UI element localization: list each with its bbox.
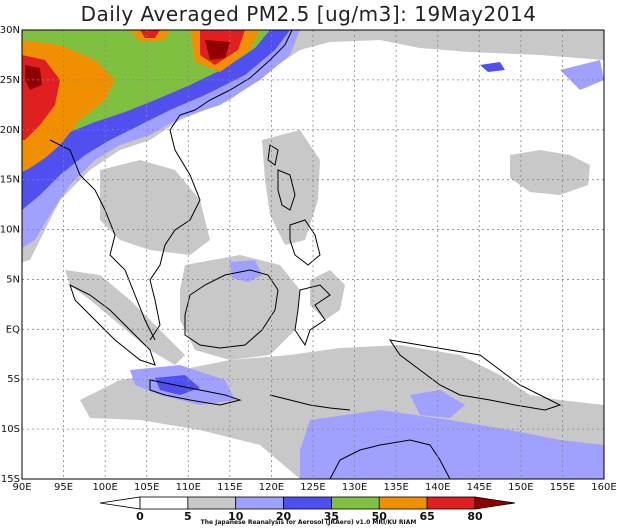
lon-tick-label: 115E xyxy=(217,482,242,493)
coast-sumatra xyxy=(69,284,156,366)
latitude-labels: 30N 25N 20N 15N 10N 5N EQ 5S 10S 15S xyxy=(0,25,20,485)
colorbar-bin xyxy=(426,496,476,510)
darkred-patch-1 xyxy=(25,65,42,90)
lon-tick-label: 155E xyxy=(550,482,575,493)
colorbar-bin xyxy=(331,496,380,510)
lightblue-region-south-1 xyxy=(300,410,604,479)
plot-frame xyxy=(21,29,605,480)
colorbar-level-label: 20 xyxy=(276,510,292,523)
coast-borneo xyxy=(184,269,279,349)
lon-tick-label: 145E xyxy=(467,482,492,493)
darkred-patch-2 xyxy=(205,40,230,60)
colorbar-level-label: 10 xyxy=(228,510,244,523)
gray-region-borneo xyxy=(180,255,300,360)
lat-tick-label: 25N xyxy=(0,75,20,86)
coast-new-guinea xyxy=(388,339,562,411)
colorbar-level-label: 35 xyxy=(324,510,339,523)
lon-tick-label: 90E xyxy=(12,482,31,493)
longitude-labels: 90E 95E 100E 105E 110E 115E 120E 125E 130E 135E 14… xyxy=(12,482,616,493)
gray-region-pacific-east xyxy=(510,150,590,195)
lon-tick-label: 130E xyxy=(342,482,367,493)
lightblue-patch-east xyxy=(560,60,604,90)
colorbar-level-label: 5 xyxy=(184,510,192,523)
coast-asia-mainland xyxy=(49,30,293,341)
red-patch-north xyxy=(140,30,160,38)
coast-lesser-sunda xyxy=(269,394,351,411)
colorbar: 0 5 10 20 35 50 65 80 xyxy=(99,496,516,523)
colorbar-level-label: 65 xyxy=(419,510,434,523)
lon-tick-label: 105E xyxy=(134,482,159,493)
pm25-field xyxy=(22,30,604,479)
lon-tick-label: 150E xyxy=(508,482,533,493)
gray-region-indochina xyxy=(100,160,210,255)
coastlines xyxy=(49,30,562,479)
colorbar-low-triangle xyxy=(99,496,141,510)
lat-tick-label: 20N xyxy=(0,125,20,136)
lat-tick-label: 5S xyxy=(7,374,20,385)
lat-tick-label: EQ xyxy=(6,324,20,335)
map-title: Daily Averaged PM2.5 [ug/m3]: 19May2014 xyxy=(80,2,537,26)
lon-tick-label: 110E xyxy=(176,482,201,493)
lon-tick-label: 120E xyxy=(259,482,284,493)
lat-tick-label: 30N xyxy=(0,25,20,36)
lightblue-region-south-2 xyxy=(410,390,465,418)
lon-tick-label: 160E xyxy=(591,482,616,493)
lon-tick-label: 95E xyxy=(54,482,73,493)
coast-sulawesi xyxy=(294,284,331,347)
lat-tick-label: 15N xyxy=(0,175,20,186)
gray-region-sulawesi xyxy=(310,270,345,320)
colorbar-high-triangle xyxy=(474,496,516,510)
coast-java xyxy=(149,379,242,406)
colorbar-level-label: 80 xyxy=(467,510,483,523)
colorbar-bin xyxy=(187,496,237,510)
blue-patch-pacific xyxy=(480,62,505,72)
lat-tick-label: 5N xyxy=(6,274,20,285)
colorbar-level-label: 0 xyxy=(136,510,144,523)
colorbar-bin xyxy=(235,496,284,510)
lat-tick-label: 10S xyxy=(1,424,20,435)
lat-tick-label: 15S xyxy=(1,474,20,485)
colorbar-bin xyxy=(378,496,428,510)
colorbar-bin xyxy=(283,496,332,510)
coast-philippines-north xyxy=(277,169,296,211)
lon-tick-label: 135E xyxy=(383,482,408,493)
lon-tick-label: 125E xyxy=(300,482,325,493)
credit-text: The Japanese Reanalysis for Aerosol (JRA… xyxy=(200,519,417,526)
coast-taiwan xyxy=(267,144,279,166)
colorbar-level-label: 50 xyxy=(372,510,388,523)
coast-philippines-south xyxy=(289,219,321,266)
gray-region-sumatra xyxy=(65,270,185,365)
colorbar-bin xyxy=(139,496,189,510)
lon-tick-label: 140E xyxy=(425,482,450,493)
graticule xyxy=(22,30,604,479)
lon-tick-label: 100E xyxy=(92,482,117,493)
coast-australia xyxy=(329,439,451,479)
lat-tick-label: 10N xyxy=(0,225,20,236)
